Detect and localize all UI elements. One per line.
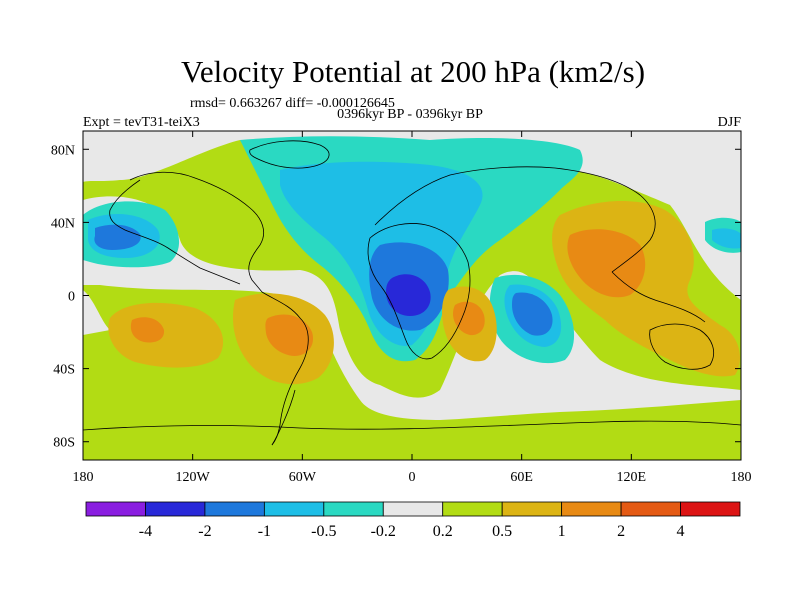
- colorbar-swatch: [561, 501, 622, 517]
- colorbar-label: 4: [677, 523, 685, 540]
- subtitle-left: Expt = tevT31-teiX3: [83, 115, 200, 130]
- coast-eurasia: [374, 166, 656, 273]
- field-region-darkorange: [567, 229, 646, 298]
- y-tick-label: 80N: [51, 143, 75, 158]
- coast-antarctica: [83, 420, 741, 431]
- colorbar-label: -1: [258, 523, 271, 540]
- y-tick-label: 40S: [53, 363, 75, 378]
- coastlines: [83, 140, 741, 446]
- subtitle-center: 0396kyr BP - 0396kyr BP: [337, 107, 483, 122]
- colorbar-swatch: [680, 501, 741, 517]
- coast-greenland: [249, 140, 330, 169]
- field-region-darkorange: [130, 317, 165, 343]
- field-region-gray: [160, 264, 210, 278]
- coast-americas: [129, 171, 309, 446]
- colorbar-swatch: [442, 501, 503, 517]
- colorbar-label: 1: [558, 523, 566, 540]
- colorbar-label: 0.5: [492, 523, 512, 540]
- colorbar-swatch: [263, 501, 325, 517]
- colorbar-swatch: [85, 501, 146, 517]
- colorbar-label: -4: [139, 523, 152, 540]
- field-region-blue: [512, 292, 553, 336]
- field-region-darkorange: [265, 314, 314, 356]
- colorbar-swatch: [501, 501, 563, 517]
- stats-text: rmsd= 0.663267 diff= -0.000126645: [190, 96, 395, 111]
- coast-australia: [649, 323, 714, 370]
- field-region-gray: [83, 290, 110, 335]
- coast-north-america-west: [109, 179, 241, 285]
- colorbar-label: 0.2: [433, 523, 453, 540]
- x-tick-label: 120W: [176, 470, 211, 485]
- x-tick-label: 120E: [617, 470, 647, 485]
- x-tick-label: 180: [73, 470, 94, 485]
- x-tick-label: 60E: [510, 470, 533, 485]
- colorbar-label: -2: [198, 523, 211, 540]
- colorbar-label: -0.2: [371, 523, 396, 540]
- coast-africa: [367, 223, 471, 360]
- chart-title: Velocity Potential at 200 hPa (km2/s): [181, 54, 645, 89]
- y-tick-label: 40N: [51, 216, 75, 231]
- subtitle-right: DJF: [718, 115, 742, 130]
- y-tick-label: 80S: [53, 436, 75, 451]
- x-tick-label: 60W: [289, 470, 317, 485]
- colorbar-swatch: [145, 501, 206, 517]
- field-region-gray: [83, 131, 741, 300]
- colorbar-swatch: [323, 501, 384, 517]
- map-field: [83, 131, 741, 460]
- colorbar: -4 -2 -1 -0.5 -0.2 0.2 0.5 1 2 4: [85, 501, 741, 540]
- field-region-darkorange: [453, 301, 485, 336]
- coast-maritime-continent: [611, 271, 706, 323]
- field-region-lightblue: [712, 228, 741, 249]
- colorbar-swatch: [620, 501, 681, 517]
- colorbar-swatch: [204, 501, 265, 517]
- colorbar-label: -0.5: [311, 523, 336, 540]
- field-region-gray: [83, 196, 741, 420]
- y-axis: 80N 40N 0 40S 80S: [51, 143, 741, 451]
- field-region-deepblue: [386, 274, 431, 316]
- coast-south-america-east: [271, 389, 296, 446]
- y-tick-label: 0: [68, 290, 75, 305]
- colorbar-swatch: [382, 501, 444, 517]
- x-axis: 180 120W 60W 0 60E 120E 180: [73, 131, 752, 485]
- x-tick-label: 0: [409, 470, 416, 485]
- colorbar-label: 2: [617, 523, 625, 540]
- field-region-blue: [94, 224, 141, 250]
- x-tick-label: 180: [731, 470, 752, 485]
